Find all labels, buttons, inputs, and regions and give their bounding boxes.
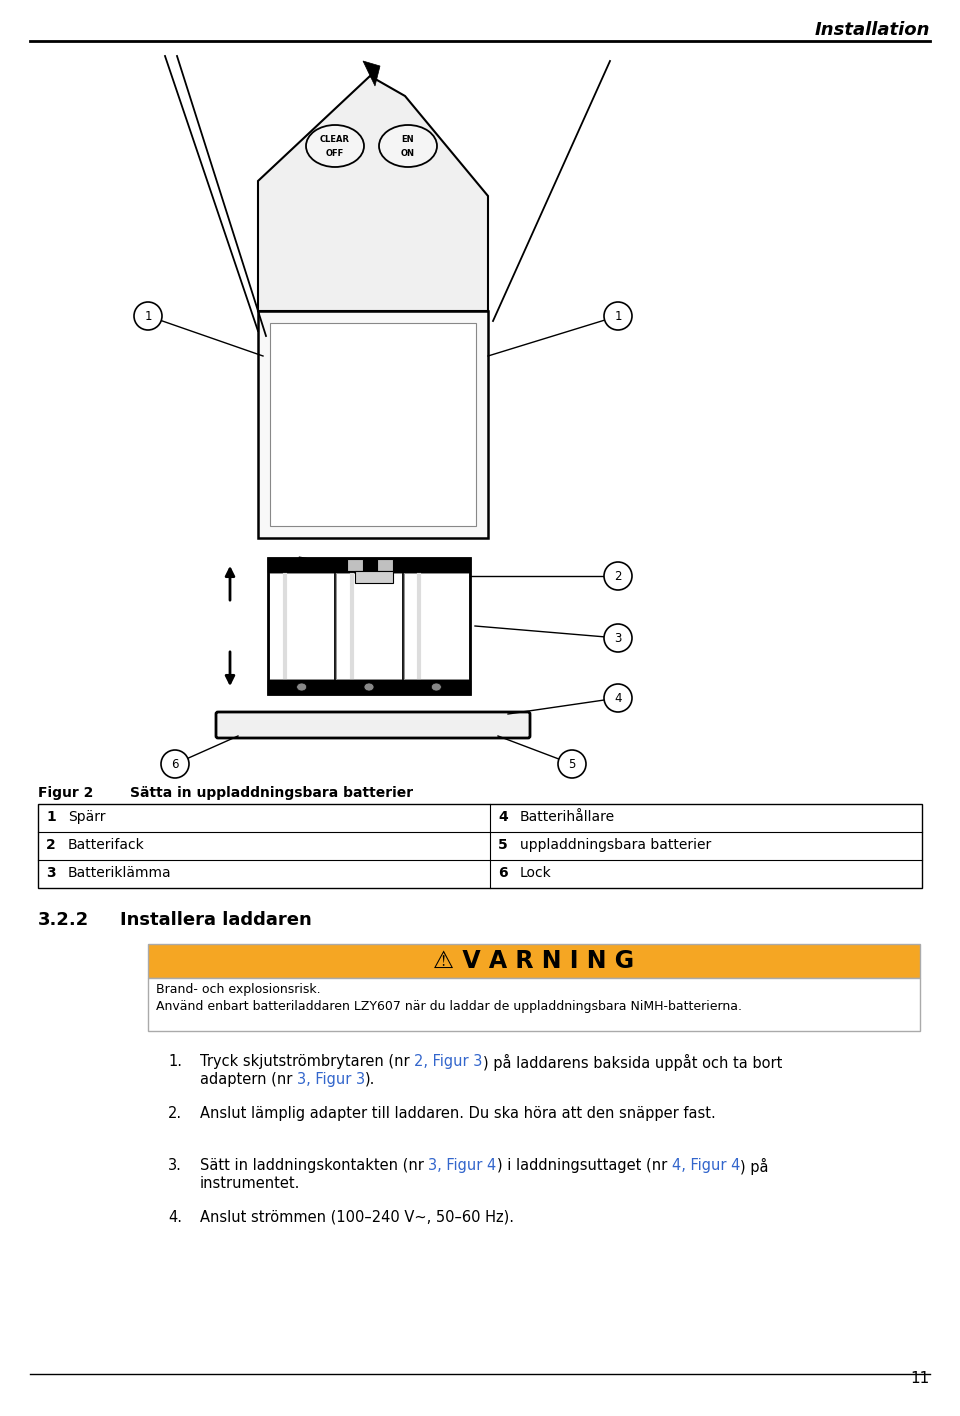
Text: CLEAR: CLEAR xyxy=(320,135,350,143)
Ellipse shape xyxy=(364,683,374,691)
Text: Installera laddaren: Installera laddaren xyxy=(120,910,312,929)
Text: Figur 2: Figur 2 xyxy=(38,786,93,800)
Text: Använd enbart batteriladdaren LZY607 när du laddar de uppladdningsbara NiMH-batt: Använd enbart batteriladdaren LZY607 när… xyxy=(156,1000,742,1012)
Text: Sätta in uppladdningsbara batterier: Sätta in uppladdningsbara batterier xyxy=(130,786,413,800)
Text: 2: 2 xyxy=(614,569,622,582)
Text: 4: 4 xyxy=(614,691,622,705)
Text: Lock: Lock xyxy=(520,867,552,879)
Text: uppladdningsbara batterier: uppladdningsbara batterier xyxy=(520,838,711,852)
Text: adaptern (nr: adaptern (nr xyxy=(200,1072,297,1087)
Text: Sätt in laddningskontakten (nr: Sätt in laddningskontakten (nr xyxy=(200,1158,428,1172)
Text: 3: 3 xyxy=(46,867,56,879)
Text: 11: 11 xyxy=(911,1371,930,1386)
Circle shape xyxy=(134,302,162,330)
Text: instrumentet.: instrumentet. xyxy=(200,1177,300,1191)
Text: 1.: 1. xyxy=(168,1054,182,1069)
Text: 1: 1 xyxy=(614,310,622,323)
Text: Anslut strömmen (100–240 V~, 50–60 Hz).: Anslut strömmen (100–240 V~, 50–60 Hz). xyxy=(200,1211,514,1225)
FancyBboxPatch shape xyxy=(148,978,920,1031)
FancyBboxPatch shape xyxy=(336,573,401,680)
Text: ) på: ) på xyxy=(740,1158,769,1175)
Text: 1: 1 xyxy=(144,310,152,323)
Text: 6: 6 xyxy=(498,867,508,879)
Text: 4, Figur 4: 4, Figur 4 xyxy=(672,1158,740,1172)
Text: 3: 3 xyxy=(614,632,622,644)
Circle shape xyxy=(604,684,632,712)
FancyBboxPatch shape xyxy=(216,712,530,738)
Text: Spärr: Spärr xyxy=(68,810,106,824)
Text: ⚠ V A R N I N G: ⚠ V A R N I N G xyxy=(433,949,635,973)
Text: 4.: 4. xyxy=(168,1211,182,1225)
Text: EN: EN xyxy=(401,135,415,143)
Ellipse shape xyxy=(306,125,364,167)
Text: 1: 1 xyxy=(46,810,56,824)
Text: 2.: 2. xyxy=(168,1106,182,1121)
Text: 2: 2 xyxy=(46,838,56,852)
Polygon shape xyxy=(258,76,488,312)
FancyBboxPatch shape xyxy=(269,573,334,680)
Text: Batterifack: Batterifack xyxy=(68,838,145,852)
Text: 3, Figur 3: 3, Figur 3 xyxy=(297,1072,365,1087)
Text: Tryck skjutströmbrytaren (nr: Tryck skjutströmbrytaren (nr xyxy=(200,1054,415,1069)
Circle shape xyxy=(604,562,632,590)
Text: ) i laddningsuttaget (nr: ) i laddningsuttaget (nr xyxy=(496,1158,672,1172)
Ellipse shape xyxy=(379,125,437,167)
Text: 5: 5 xyxy=(498,838,508,852)
Text: OFF: OFF xyxy=(325,149,344,157)
Circle shape xyxy=(604,624,632,651)
FancyBboxPatch shape xyxy=(377,559,393,571)
FancyBboxPatch shape xyxy=(268,680,470,694)
Text: 6: 6 xyxy=(171,758,179,770)
Text: ) på laddarens baksida uppåt och ta bort: ) på laddarens baksida uppåt och ta bort xyxy=(483,1054,782,1070)
FancyBboxPatch shape xyxy=(268,558,470,572)
FancyBboxPatch shape xyxy=(355,571,393,583)
Circle shape xyxy=(161,750,189,777)
Text: ).: ). xyxy=(365,1072,375,1087)
Text: 3.2.2: 3.2.2 xyxy=(38,910,89,929)
FancyBboxPatch shape xyxy=(38,804,922,888)
FancyBboxPatch shape xyxy=(148,944,920,978)
FancyBboxPatch shape xyxy=(258,312,488,538)
Text: Batteriklämma: Batteriklämma xyxy=(68,867,172,879)
FancyBboxPatch shape xyxy=(403,573,469,680)
Text: ON: ON xyxy=(401,149,415,157)
Text: Installation: Installation xyxy=(814,21,930,40)
Circle shape xyxy=(558,750,586,777)
FancyBboxPatch shape xyxy=(270,323,476,525)
Text: Anslut lämplig adapter till laddaren. Du ska höra att den snäpper fast.: Anslut lämplig adapter till laddaren. Du… xyxy=(200,1106,716,1121)
Text: 3, Figur 4: 3, Figur 4 xyxy=(428,1158,496,1172)
Polygon shape xyxy=(363,61,380,86)
Ellipse shape xyxy=(431,683,442,691)
Text: Brand- och explosionsrisk.: Brand- och explosionsrisk. xyxy=(156,983,321,995)
Circle shape xyxy=(604,302,632,330)
Text: 2, Figur 3: 2, Figur 3 xyxy=(415,1054,483,1069)
Text: Batterihållare: Batterihållare xyxy=(520,810,615,824)
Ellipse shape xyxy=(297,683,306,691)
Text: 3.: 3. xyxy=(168,1158,182,1172)
Text: 4: 4 xyxy=(498,810,508,824)
Text: 5: 5 xyxy=(568,758,576,770)
FancyBboxPatch shape xyxy=(347,559,363,571)
